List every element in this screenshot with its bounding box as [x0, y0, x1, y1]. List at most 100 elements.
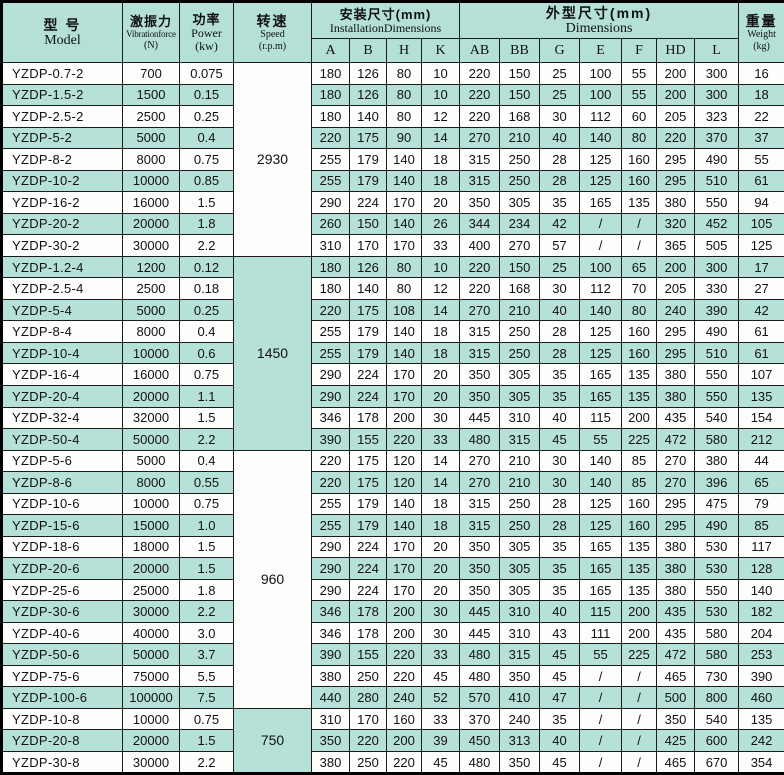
dim-hd: 465 — [656, 751, 696, 774]
dim-f: 135 — [621, 578, 658, 602]
dim-h: 160 — [386, 707, 422, 731]
dim-b: 175 — [349, 449, 387, 473]
dim-ab: 480 — [459, 643, 501, 666]
dim-hd: 380 — [656, 363, 696, 386]
subheader-hd: HD — [656, 38, 696, 63]
dim-g: 30 — [539, 471, 581, 494]
power: 0.15 — [179, 83, 234, 107]
dim-k: 18 — [420, 514, 461, 537]
dim-l: 330 — [694, 277, 740, 300]
dim-b: 155 — [349, 643, 387, 666]
dim-l: 580 — [694, 621, 740, 645]
dim-a: 350 — [311, 729, 350, 752]
dim-k: 18 — [420, 148, 461, 171]
dim-e: 115 — [579, 406, 623, 430]
dim-l: 600 — [694, 729, 740, 752]
dim-l: 300 — [694, 83, 740, 107]
header-speed-en: Speed — [260, 28, 285, 40]
dim-f: 135 — [621, 191, 658, 214]
table-row: YZDP-2.5-2 2500 0.25 180 140 80 12 220 168 30 112 6… — [1, 105, 784, 128]
dim-g: 28 — [539, 492, 581, 516]
power: 0.6 — [179, 341, 234, 365]
dim-f: 70 — [621, 277, 658, 300]
dim-k: 45 — [420, 664, 461, 688]
dim-ab: 480 — [459, 751, 501, 774]
header-row-2: A B H K AB BB G E F HD L — [2, 38, 784, 63]
table-row: YZDP-5-6 5000 0.4 960 220 175 120 14 270 210 30 140… — [1, 449, 784, 709]
speed-cell: 750 — [233, 707, 312, 775]
dim-h: 220 — [386, 428, 422, 451]
dim-e: 165 — [579, 557, 623, 580]
dim-f: 135 — [621, 535, 658, 559]
dim-k: 18 — [420, 169, 461, 193]
dim-l: 323 — [694, 105, 740, 128]
dim-hd: 365 — [656, 234, 696, 257]
table-row: YZDP-18-6 18000 1.5 290 224 170 20 350 305 35 165 1… — [1, 535, 784, 559]
dim-k: 14 — [420, 298, 461, 322]
dim-e: / — [579, 234, 623, 257]
dim-l: 370 — [694, 126, 740, 150]
dim-hd: 200 — [656, 255, 696, 279]
dim-a: 290 — [311, 535, 350, 559]
dim-ab: 220 — [459, 105, 501, 128]
dim-a: 255 — [311, 341, 350, 365]
dim-f: 65 — [621, 255, 658, 279]
dim-hd: 220 — [656, 126, 696, 150]
dim-b: 126 — [349, 62, 387, 85]
dim-a: 180 — [311, 255, 350, 279]
vibration-force: 20000 — [122, 557, 180, 580]
dim-g: 40 — [539, 406, 581, 430]
dim-g: 25 — [539, 255, 581, 279]
power: 0.18 — [179, 277, 234, 300]
vibration-force: 8000 — [122, 148, 180, 171]
dim-hd: 380 — [656, 191, 696, 214]
dim-g: 45 — [539, 664, 581, 688]
dim-f: / — [621, 664, 658, 688]
weight: 182 — [738, 600, 784, 623]
dim-k: 12 — [420, 277, 461, 300]
dim-hd: 380 — [656, 384, 696, 408]
dim-bb: 210 — [499, 298, 541, 322]
header-dimensions-group: 外型尺寸(mm) Dimensions — [459, 1, 740, 39]
dim-b: 175 — [349, 298, 387, 322]
dim-f: / — [621, 212, 658, 236]
model: YZDP-1.2-4 — [1, 255, 123, 279]
dim-l: 510 — [694, 169, 740, 193]
dim-e: / — [579, 707, 623, 731]
dim-h: 170 — [386, 384, 422, 408]
dim-bb: 168 — [499, 105, 541, 128]
subheader-b: B — [349, 38, 387, 63]
dim-hd: 295 — [656, 148, 696, 171]
table-row: YZDP-2.5-4 2500 0.18 180 140 80 12 220 168 30 112 7… — [1, 277, 784, 300]
dim-h: 220 — [386, 643, 422, 666]
weight: 135 — [738, 707, 784, 731]
dim-a: 380 — [311, 751, 350, 774]
dim-l: 550 — [694, 191, 740, 214]
header-dimensions-en: Dimensions — [565, 20, 633, 36]
header-weight: 重量 Weight (kg) — [738, 1, 784, 63]
dim-h: 200 — [386, 600, 422, 623]
dim-h: 200 — [386, 621, 422, 645]
dim-a: 290 — [311, 191, 350, 214]
weight: 212 — [738, 428, 784, 451]
dim-l: 580 — [694, 428, 740, 451]
dim-b: 179 — [349, 169, 387, 193]
subheader-ab: AB — [459, 38, 501, 63]
dim-hd: 435 — [656, 600, 696, 623]
table-row: YZDP-16-4 16000 0.75 290 224 170 20 350 305 35 165… — [1, 363, 784, 386]
dim-bb: 305 — [499, 191, 541, 214]
dim-bb: 250 — [499, 492, 541, 516]
weight: 94 — [738, 191, 784, 214]
dim-a: 440 — [311, 686, 350, 709]
dim-g: 40 — [539, 126, 581, 150]
dim-l: 730 — [694, 664, 740, 688]
dim-f: 225 — [621, 643, 658, 666]
dim-a: 346 — [311, 406, 350, 430]
dim-hd: 205 — [656, 105, 696, 128]
dim-f: 200 — [621, 621, 658, 645]
dim-k: 12 — [420, 105, 461, 128]
dim-l: 530 — [694, 535, 740, 559]
dim-k: 20 — [420, 557, 461, 580]
vibration-force: 2500 — [122, 277, 180, 300]
table-row: YZDP-15-6 15000 1.0 255 179 140 18 315 250 28 125 1… — [1, 514, 784, 537]
